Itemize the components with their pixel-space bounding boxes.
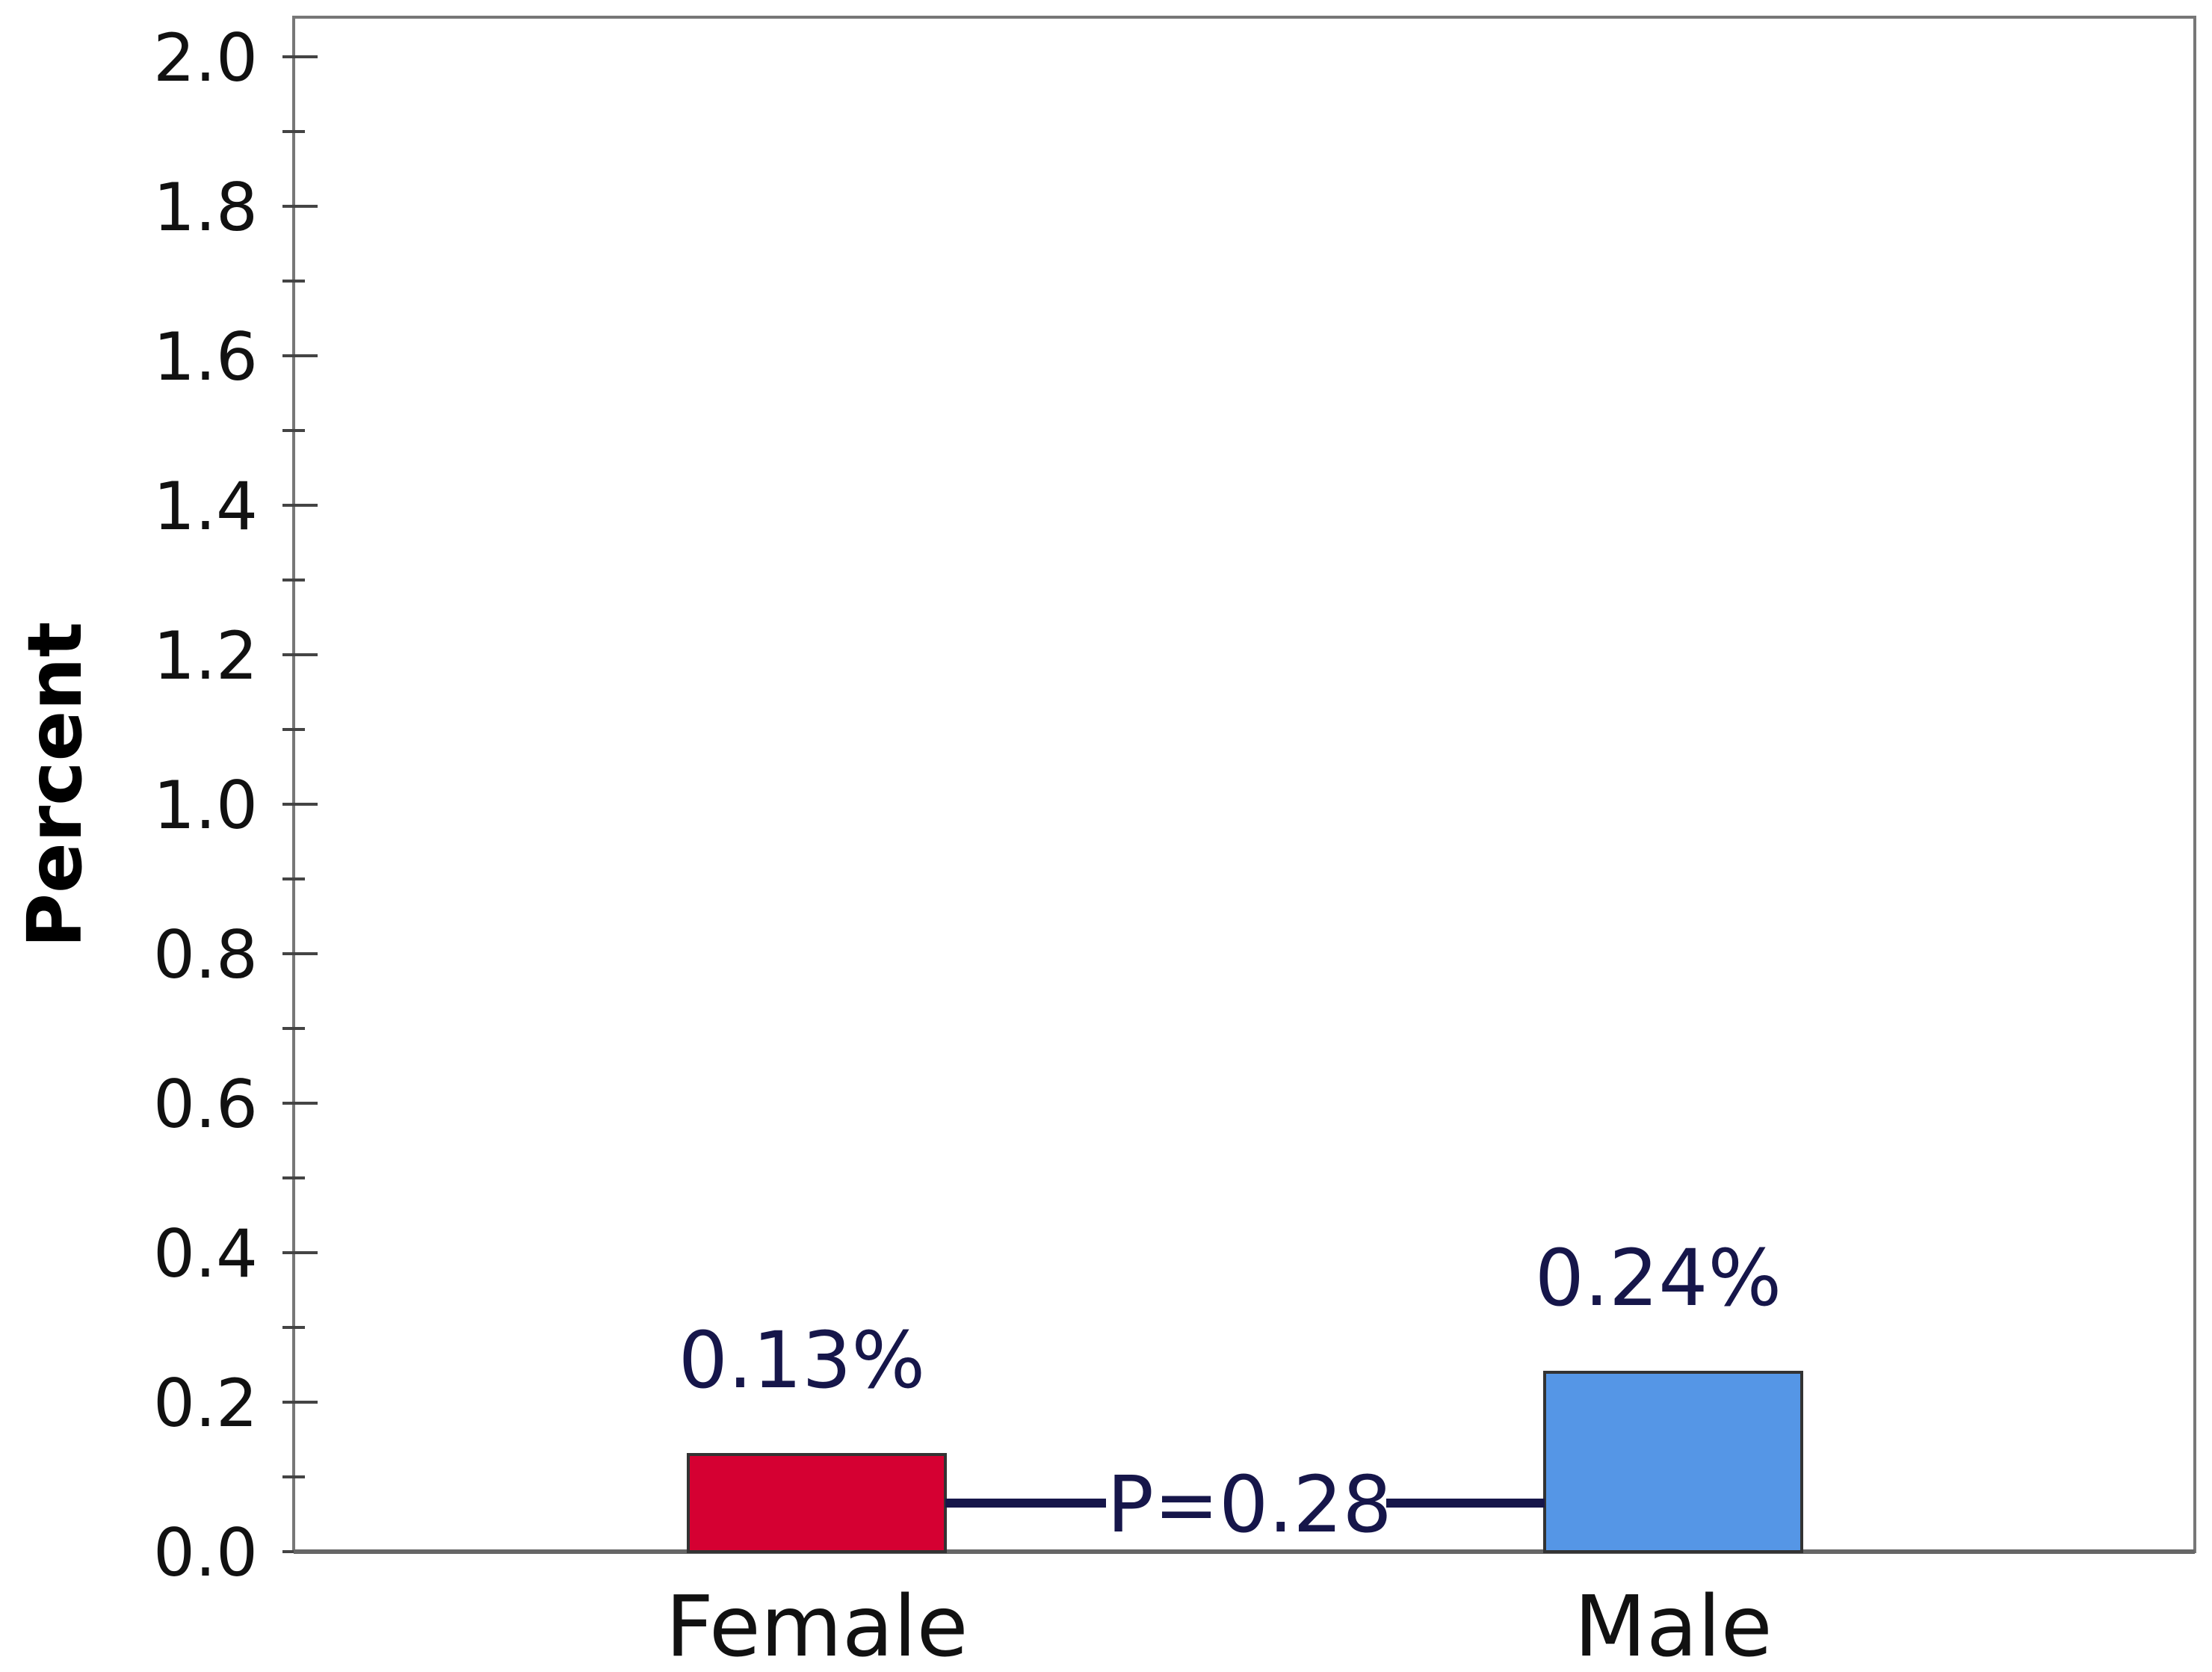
bar-male: [1543, 1371, 1803, 1553]
y-tick-label: 0.4: [153, 1215, 258, 1292]
y-tick-label: 0.6: [153, 1066, 258, 1143]
data-label: 0.13%: [679, 1315, 925, 1406]
y-tick-label: 1.8: [153, 169, 258, 246]
data-label: 0.24%: [1535, 1233, 1782, 1324]
y-tick-label: 0.2: [153, 1365, 258, 1442]
x-tick-label: Female: [666, 1579, 968, 1672]
bar-female: [687, 1453, 947, 1553]
p-value-label: P=0.28: [1107, 1459, 1391, 1550]
plot-frame: [292, 16, 2196, 1553]
y-tick-label: 0.8: [153, 916, 258, 993]
y-tick-label: 2.0: [153, 19, 258, 96]
y-tick-label: 1.2: [153, 617, 258, 694]
y-tick-label: 1.6: [153, 318, 258, 395]
y-axis-label: Percent: [11, 622, 99, 948]
x-tick-label: Male: [1574, 1579, 1772, 1672]
y-tick-label: 1.4: [153, 468, 258, 545]
y-tick-label: 1.0: [153, 767, 258, 844]
y-tick-label: 0.0: [153, 1514, 258, 1591]
